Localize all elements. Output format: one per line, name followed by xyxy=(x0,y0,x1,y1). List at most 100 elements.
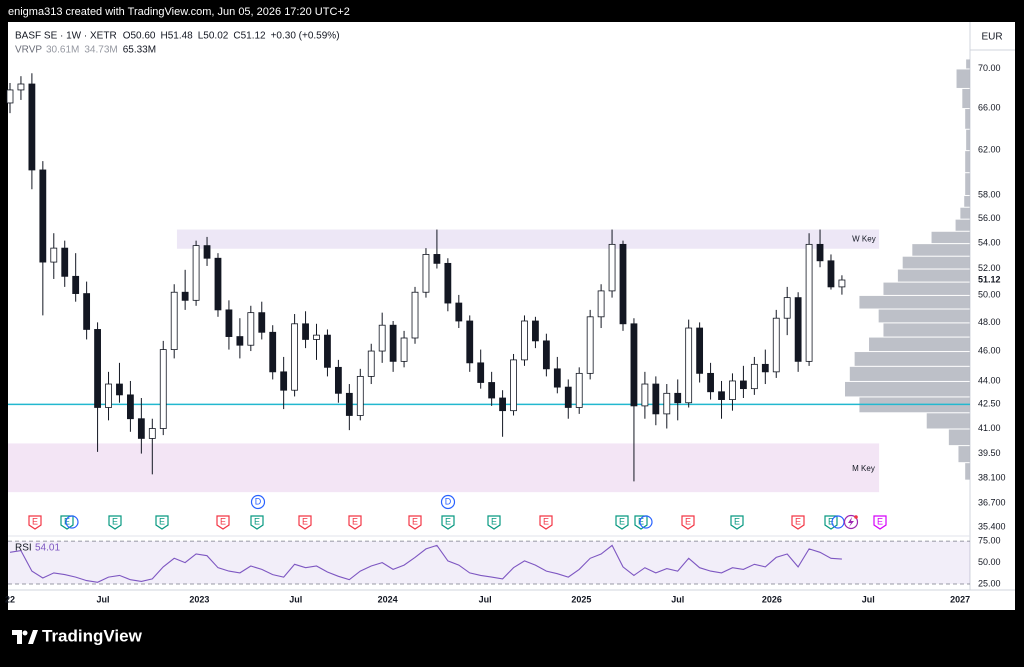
candle-body xyxy=(466,320,474,364)
candle-body xyxy=(192,245,200,301)
y-tick-label: 58.00 xyxy=(978,189,1001,199)
y-tick-label: 39.50 xyxy=(978,448,1001,458)
event-label: E xyxy=(543,516,549,526)
logo-mark xyxy=(28,630,38,644)
currency: EUR xyxy=(981,32,1002,43)
earnings-badge xyxy=(216,515,230,530)
ohlc-value: C51.12 xyxy=(233,31,266,42)
candle-body xyxy=(356,375,364,416)
y-tick-label: 52.00 xyxy=(978,263,1001,273)
candle-body xyxy=(532,320,539,342)
candle-body xyxy=(575,372,583,408)
candle-body xyxy=(521,320,528,361)
ohlc-value: H51.48 xyxy=(161,31,194,42)
volume-profile-row xyxy=(966,59,970,69)
candle-body xyxy=(827,260,835,288)
candle-body xyxy=(455,302,463,322)
volume-profile-row xyxy=(965,109,970,129)
x-tick-label: 2025 xyxy=(571,594,591,604)
volume-profile-row xyxy=(878,309,970,323)
candle-body xyxy=(433,254,441,264)
earnings-badge xyxy=(155,515,169,530)
rsi-band xyxy=(8,541,970,584)
y-tick-label: 35.400 xyxy=(978,522,1006,532)
candle-body xyxy=(674,392,682,404)
candle-body xyxy=(324,334,331,368)
candle-body xyxy=(696,327,704,374)
candle-body xyxy=(367,350,375,377)
logo-mark xyxy=(12,630,22,644)
volume-profile-row xyxy=(902,256,970,269)
candle-body xyxy=(586,316,594,374)
candle-body xyxy=(816,243,824,262)
rsi-tick-label: 50.00 xyxy=(978,557,1001,567)
earnings-badge xyxy=(298,515,312,530)
event-label: E xyxy=(352,516,358,526)
earnings-badge xyxy=(681,515,695,530)
candle-body xyxy=(236,336,244,346)
candle-body xyxy=(663,392,671,415)
volume-profile-row xyxy=(883,282,970,295)
volume-profile-row xyxy=(849,366,970,381)
event-label: E xyxy=(412,516,418,526)
candle-body xyxy=(258,312,266,333)
y-tick-label: 44.00 xyxy=(978,375,1001,385)
x-tick-label: 2027 xyxy=(950,594,970,604)
candle-body xyxy=(6,89,14,104)
symbol: BASF SE · 1W · XETR xyxy=(15,31,117,42)
candle-body xyxy=(203,245,211,259)
split-dot xyxy=(854,515,858,519)
candle-body xyxy=(510,359,517,412)
candle-body xyxy=(214,257,222,311)
volume-profile-row xyxy=(897,269,970,282)
candle-body xyxy=(597,290,605,318)
candle-body xyxy=(127,394,134,420)
zone-label: M Key xyxy=(852,464,875,473)
event-label: E xyxy=(685,516,691,526)
event-label: E xyxy=(159,516,165,526)
candle-body xyxy=(729,380,736,400)
event-label: D xyxy=(255,496,262,506)
y-tick-label: 46.00 xyxy=(978,345,1001,355)
candle-body xyxy=(345,392,353,416)
candle-body xyxy=(137,418,145,439)
earnings-badge xyxy=(487,515,501,530)
candle-body xyxy=(225,309,233,337)
earnings-badge xyxy=(28,515,42,530)
key-zone xyxy=(8,443,880,493)
event-label: E xyxy=(795,516,801,526)
rsi-name: RSI xyxy=(15,543,32,554)
candle-body xyxy=(619,243,627,325)
candle-body xyxy=(334,366,342,394)
x-tick-label: 22 xyxy=(5,594,15,604)
candle-body xyxy=(389,324,397,362)
candle-body xyxy=(280,371,288,391)
volume-profile-row xyxy=(869,337,970,352)
rsi-tick-label: 75.00 xyxy=(978,536,1001,546)
earnings-badge xyxy=(250,515,264,530)
event-ring xyxy=(65,515,79,529)
candle-body xyxy=(630,323,638,407)
earnings-badge xyxy=(108,515,122,530)
candle-body xyxy=(838,279,846,288)
candle-body xyxy=(148,428,156,439)
candle-body xyxy=(542,340,550,370)
indicator-value: 30.61M xyxy=(46,45,79,56)
y-tick-label: 50.00 xyxy=(978,289,1001,299)
candle-body xyxy=(608,243,616,292)
candle-body xyxy=(477,362,485,383)
event-ring xyxy=(639,515,653,529)
event-label: E xyxy=(445,516,451,526)
event-label: D xyxy=(445,496,452,506)
dividend-badge xyxy=(440,494,456,510)
candle-body xyxy=(181,291,189,301)
event-label: E xyxy=(638,516,644,526)
y-tick-label: 70.00 xyxy=(978,63,1001,73)
brand-logo xyxy=(12,630,38,644)
candle-body xyxy=(685,327,693,404)
volume-profile-row xyxy=(931,231,970,244)
x-tick-label: Jul xyxy=(289,594,302,604)
earnings-badge xyxy=(441,515,455,530)
candle-body xyxy=(39,169,47,263)
candle-body xyxy=(116,383,123,396)
